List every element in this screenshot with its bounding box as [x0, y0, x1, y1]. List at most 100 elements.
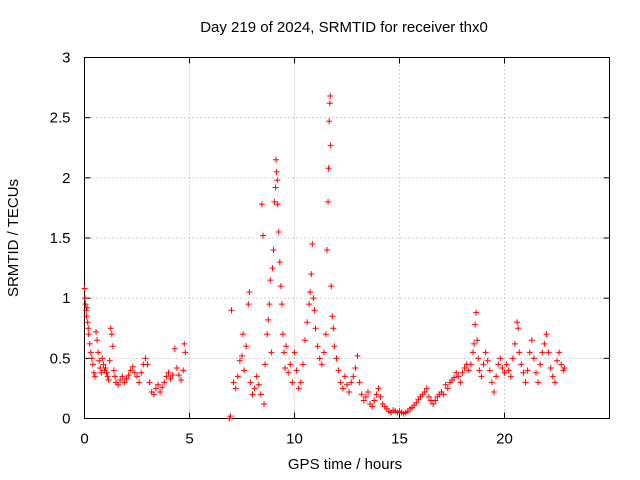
data-point [260, 232, 266, 239]
data-point [371, 397, 378, 404]
data-point [311, 307, 318, 314]
data-point [249, 391, 256, 398]
data-point [495, 361, 502, 368]
data-point [309, 241, 316, 248]
data-point [243, 343, 250, 350]
data-point [515, 325, 522, 332]
data-point [155, 381, 161, 388]
y-axis-label: SRMTID / TECUs [5, 179, 22, 297]
data-point [289, 379, 296, 386]
data-point [142, 355, 149, 362]
data-point [302, 337, 308, 344]
data-point [267, 277, 274, 284]
data-points [81, 93, 568, 422]
y-tick-label: 2 [62, 170, 70, 187]
data-point [316, 355, 323, 362]
data-point [312, 325, 319, 332]
data-point [297, 379, 304, 386]
data-point [561, 364, 568, 371]
data-point [333, 355, 340, 362]
data-point [269, 265, 276, 272]
data-point [369, 403, 376, 410]
data-point [509, 355, 516, 362]
data-point [161, 379, 168, 386]
data-point [476, 367, 483, 374]
data-point [457, 379, 464, 386]
data-point [104, 373, 111, 380]
y-tick-label: 0 [62, 411, 70, 428]
data-point [545, 349, 552, 356]
data-point [413, 399, 420, 406]
data-point [518, 361, 525, 368]
data-point [273, 156, 280, 163]
data-point [501, 369, 508, 376]
data-point [503, 361, 510, 368]
data-point [276, 259, 283, 266]
y-tick-labels: 0 0.5 1 1.5 2 2.5 3 [50, 50, 71, 428]
data-point [499, 364, 506, 371]
data-point [131, 369, 138, 376]
data-point [236, 357, 243, 364]
data-point [86, 340, 93, 347]
data-point [520, 369, 527, 376]
data-point [421, 389, 428, 396]
data-point [271, 198, 278, 205]
data-point [524, 367, 531, 374]
data-point [346, 389, 353, 396]
y-tick-label: 0.5 [50, 350, 71, 367]
data-point [92, 373, 98, 380]
data-point [89, 361, 96, 368]
data-point [251, 385, 258, 392]
data-point [486, 367, 493, 374]
data-point [181, 340, 188, 347]
data-point [442, 381, 449, 388]
data-point [102, 364, 109, 371]
data-point [522, 379, 529, 386]
data-point [472, 321, 479, 328]
data-point [264, 331, 271, 338]
data-point [306, 301, 313, 308]
data-point [440, 391, 447, 398]
data-point [121, 379, 128, 386]
x-tick-labels: 0 5 10 15 20 [80, 431, 513, 448]
data-point [239, 352, 245, 359]
x-tick-label: 5 [185, 431, 193, 448]
data-point [328, 283, 335, 290]
y-tick-label: 2.5 [50, 110, 71, 127]
data-point [85, 325, 92, 332]
data-point [278, 301, 285, 308]
data-point [152, 385, 159, 392]
data-point [356, 379, 363, 386]
data-point [533, 369, 539, 376]
data-point [444, 385, 451, 392]
data-point [430, 401, 437, 408]
data-point [146, 379, 153, 386]
data-point [327, 93, 334, 100]
data-point [106, 357, 113, 364]
data-point [308, 271, 315, 278]
data-point [350, 373, 357, 380]
data-point [505, 367, 512, 374]
data-point [272, 184, 279, 191]
x-tick-label: 0 [80, 431, 88, 448]
data-point [159, 384, 166, 391]
data-point [354, 352, 361, 359]
data-point [176, 372, 182, 379]
data-point [285, 369, 292, 376]
data-point [125, 372, 132, 379]
data-point [94, 337, 101, 344]
data-point [512, 340, 518, 347]
data-point [455, 373, 462, 380]
data-point [247, 379, 254, 386]
data-point [103, 369, 110, 376]
data-point [482, 349, 489, 356]
data-point [461, 364, 468, 371]
data-point [330, 325, 337, 332]
data-point [491, 389, 497, 396]
data-point [423, 385, 430, 392]
data-point [83, 313, 90, 320]
data-point [467, 361, 474, 368]
data-point [88, 355, 95, 362]
data-point [480, 361, 487, 368]
data-point [115, 381, 122, 388]
